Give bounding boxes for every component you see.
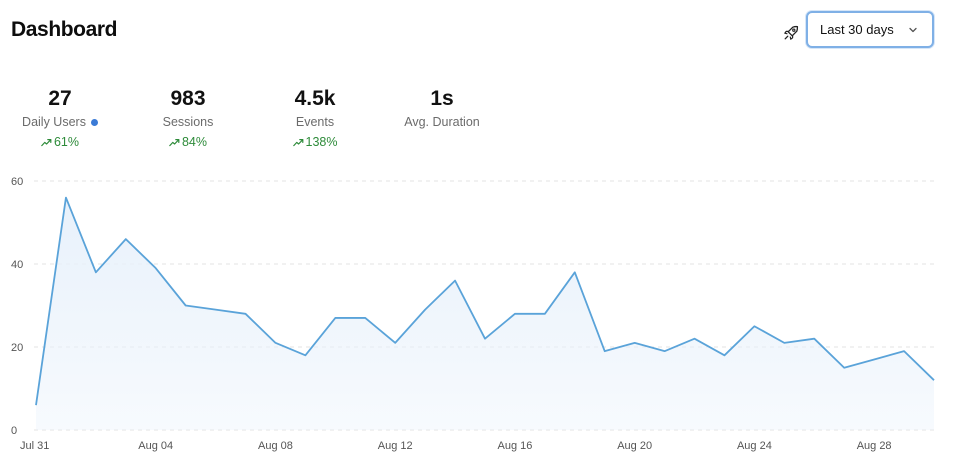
metric-change: 138% [305,135,338,149]
x-tick-label: Aug 28 [857,440,892,452]
date-range-label: Last 30 days [820,22,894,37]
x-tick-label: Aug 16 [497,440,532,452]
trending-up-icon [169,138,180,146]
rocket-icon [784,25,799,40]
y-tick-label: 20 [11,342,23,354]
date-range-select[interactable]: Last 30 days [806,11,934,48]
chevron-down-icon [909,27,917,32]
x-tick-label: Aug 24 [737,440,772,452]
y-tick-label: 60 [11,176,23,188]
metric-label: Events [295,115,335,129]
x-tick-label: Aug 04 [138,440,173,452]
metric-value: 27 [48,87,72,110]
metric-label: Avg. Duration [404,115,480,129]
metric-value: 1s [430,87,454,110]
live-indicator-dot [90,118,98,126]
page-title: Dashboard [11,18,118,41]
x-tick-label: Aug 12 [378,440,413,452]
trending-up-icon [41,138,52,146]
y-tick-label: 0 [11,425,17,437]
metric-label: Sessions [162,115,214,129]
share-button[interactable] [780,22,802,44]
area-fill [36,197,934,430]
metric-change: 84% [181,135,208,149]
trending-up-icon [292,138,303,146]
x-tick-label: Aug 20 [617,440,652,452]
daily-users-chart: 0 20 40 60 Jul 31 Aug 04 Aug 08 Aug 12 Aug 16 Aug… [11,176,935,452]
x-tick-label: Aug 08 [258,440,293,452]
metric-sessions[interactable]: 983 Sessions 84% [118,86,258,150]
x-tick-label: Jul 31 [20,440,49,452]
metric-value: 4.5k [294,87,336,110]
metric-daily-users[interactable]: 27 Daily Users 61% [0,86,130,150]
metric-value: 983 [170,87,206,110]
metric-avg-duration[interactable]: 1s Avg. Duration [372,86,512,130]
metric-events[interactable]: 4.5k Events 138% [245,86,385,150]
y-tick-label: 40 [11,259,23,271]
metric-change: 61% [53,135,80,149]
metric-label: Daily Users [22,115,86,129]
